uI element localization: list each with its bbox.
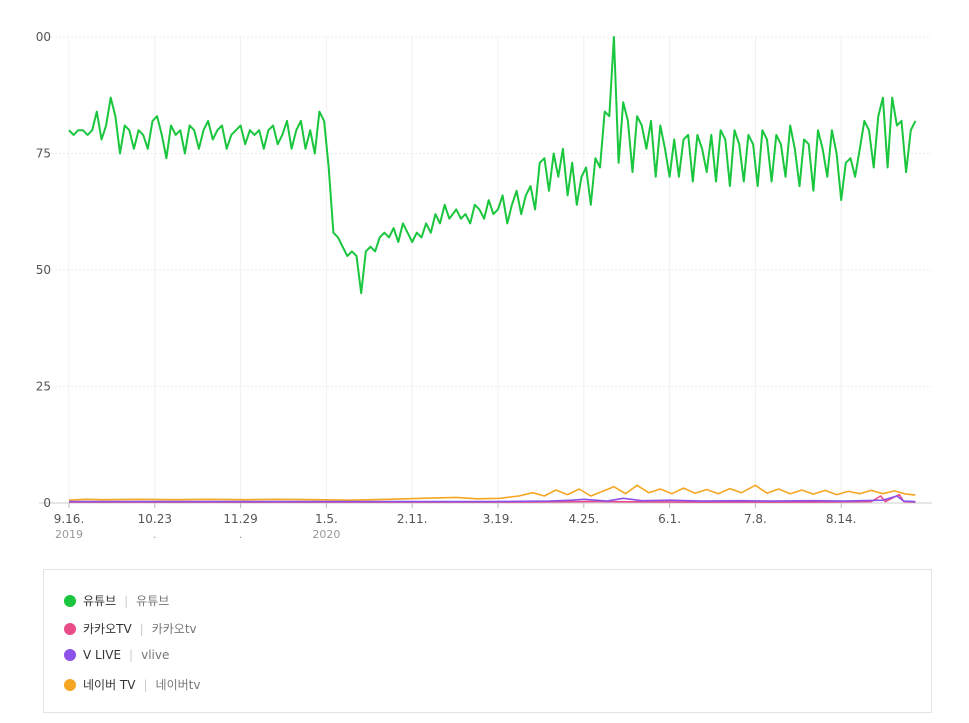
chart-grid [39,36,932,504]
legend-label-kakaotv: 카카오TV [83,622,132,636]
y-tick-label: 0 [43,496,51,510]
series-lines [68,36,917,503]
legend-label-navertv: 네이버 TV [83,678,136,692]
y-tick-label: 50 [36,263,51,277]
y-tick-label: 25 [36,380,51,394]
legend-alias-vlive: vlive [141,648,170,662]
x-tick-sublabel: . [153,528,157,541]
y-tick-label: 00 [36,30,51,44]
x-tick-label: 8.14. [826,512,857,526]
legend-separator: | [143,677,148,692]
legend-separator: | [139,621,144,636]
legend-separator: | [124,593,129,608]
legend-marker-youtube [64,594,76,607]
x-tick-label: 7.8. [744,512,767,526]
x-tick-label: 1.5. [315,512,338,526]
legend-item-navertv[interactable]: 네이버 TV | 네이버tv [64,676,200,693]
x-tick-sublabel: . [239,528,243,541]
legend-alias-youtube: 유튜브 [136,594,170,608]
x-tick-label: 10.23 [138,512,172,526]
legend-marker-kakaotv [64,622,76,635]
legend-label-vlive: V LIVE [83,648,122,662]
chart-legend: 유튜브 | 유튜브 카카오TV | 카카오tv V LIVE | vlive 네… [43,569,932,713]
x-axis: 9.16. 2019 10.23. 11.29. 1.5. 2020 2.11. 3.19. 4… [54,503,857,541]
y-axis: 0 25 50 75 00 [36,30,51,510]
x-tick-label: 6.1. [658,512,681,526]
legend-marker-navertv [64,678,76,691]
legend-marker-vlive [64,649,76,661]
legend-item-youtube[interactable]: 유튜브 | 유튜브 [64,592,169,609]
legend-separator: | [129,648,134,662]
y-tick-label: 75 [36,147,51,161]
legend-item-kakaotv[interactable]: 카카오TV | 카카오tv [64,620,197,637]
legend-alias-navertv: 네이버tv [155,678,201,692]
x-tick-sublabel: 2020 [312,528,340,541]
series-line-유튜브 [68,36,917,295]
x-tick-label: 11.29 [223,512,257,526]
series-line-vlive [69,495,916,503]
x-tick-label: 9.16. [54,512,85,526]
line-chart: 0 25 50 75 00 9.16. 2019 10.23. 11.29. 1.5. 2020 2… [36,30,932,541]
x-tick-label: 4.25. [569,512,600,526]
x-tick-label: 2.11. [397,512,428,526]
legend-alias-kakaotv: 카카오tv [151,622,197,636]
legend-item-vlive[interactable]: V LIVE | vlive [64,648,169,662]
x-tick-sublabel: 2019 [55,528,83,541]
series-line-네이버tv [68,484,916,501]
legend-label-youtube: 유튜브 [83,594,117,608]
x-tick-label: 3.19. [483,512,514,526]
